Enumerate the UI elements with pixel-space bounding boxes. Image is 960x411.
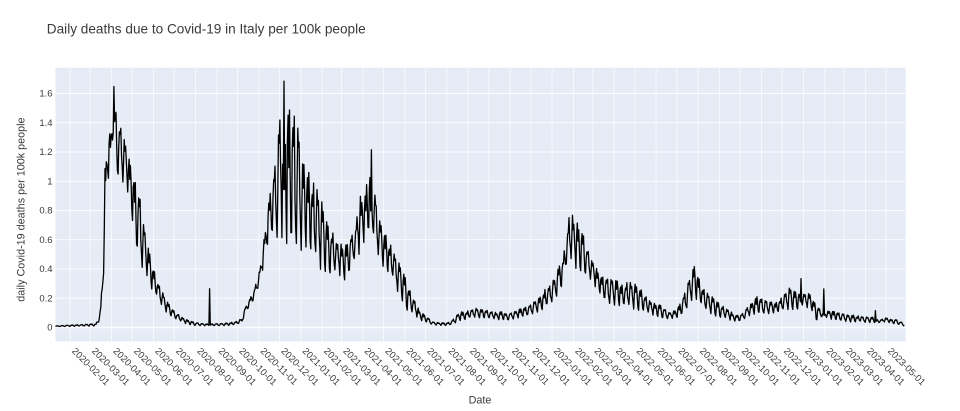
svg-text:0.2: 0.2 (39, 293, 52, 304)
svg-text:1: 1 (47, 176, 52, 187)
svg-text:0.6: 0.6 (39, 235, 52, 246)
svg-text:0.4: 0.4 (39, 264, 52, 275)
svg-text:1.4: 1.4 (39, 118, 52, 129)
svg-text:0: 0 (47, 323, 52, 334)
svg-text:daily Covid-19 deaths per 100k: daily Covid-19 deaths per 100k people (16, 117, 28, 301)
svg-text:0.8: 0.8 (39, 206, 52, 217)
svg-text:1.2: 1.2 (39, 147, 52, 158)
svg-text:1.6: 1.6 (39, 89, 52, 100)
svg-text:Daily deaths due to Covid-19 i: Daily deaths due to Covid-19 in Italy pe… (47, 22, 366, 37)
svg-text:Date: Date (469, 394, 492, 406)
